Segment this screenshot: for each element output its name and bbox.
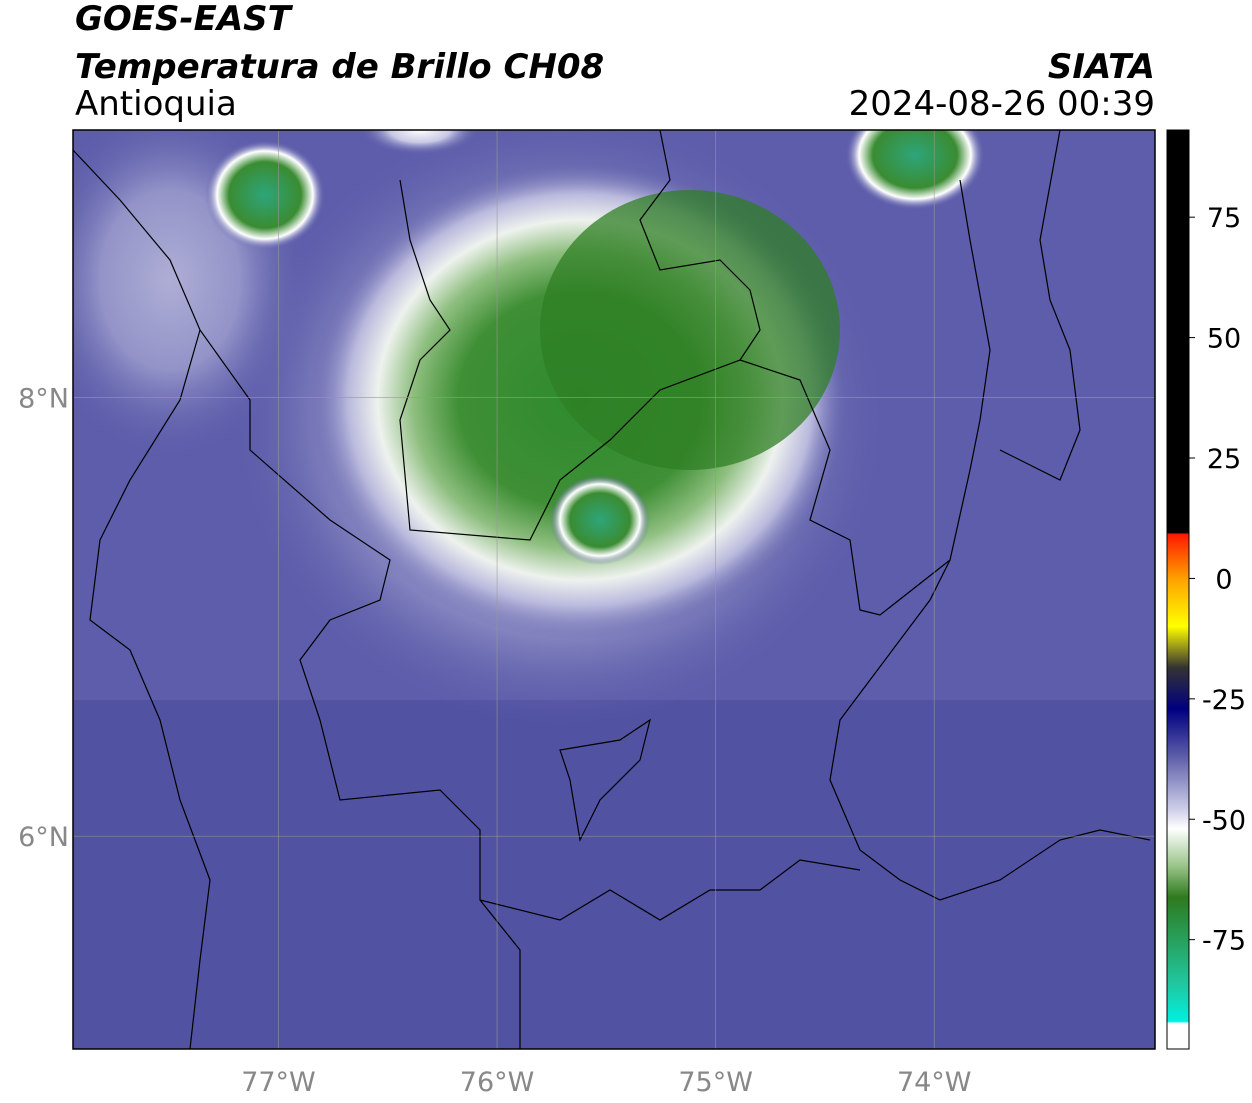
colorbar-tick-label: -75: [1202, 926, 1246, 957]
map-image: [73, 130, 1155, 1049]
colorbar-tick-label: -25: [1202, 685, 1246, 716]
colorbar-tick-label: 0: [1215, 564, 1232, 595]
colorbar-tick-label: 50: [1207, 324, 1241, 355]
colorbar-tick-label: 25: [1207, 444, 1241, 475]
graticule: 77°W 76°W 75°W 74°W 6°N 8°N: [18, 130, 1155, 1098]
colorbar-tick-label: 75: [1207, 203, 1241, 234]
x-tick-label: 77°W: [241, 1067, 316, 1098]
x-tick-label: 76°W: [460, 1067, 535, 1098]
subtitle: Temperatura de Brillo CH08: [75, 47, 604, 87]
y-tick-label: 8°N: [18, 384, 69, 415]
source: SIATA: [1048, 47, 1155, 87]
colorbar: [1166, 129, 1190, 1050]
map-frame: [72, 129, 1156, 1050]
timestamp: 2024-08-26 00:39: [849, 84, 1155, 124]
region: Antioquia: [75, 84, 237, 124]
x-tick-label: 75°W: [678, 1067, 753, 1098]
y-tick-label: 6°N: [18, 822, 69, 853]
colorbar-tick-label: -50: [1202, 805, 1246, 836]
colorbar-ticks: 75 50 25 0 -25 -50 -75: [1189, 203, 1246, 957]
x-tick-label: 74°W: [897, 1067, 972, 1098]
title: GOES-EAST: [75, 0, 294, 39]
